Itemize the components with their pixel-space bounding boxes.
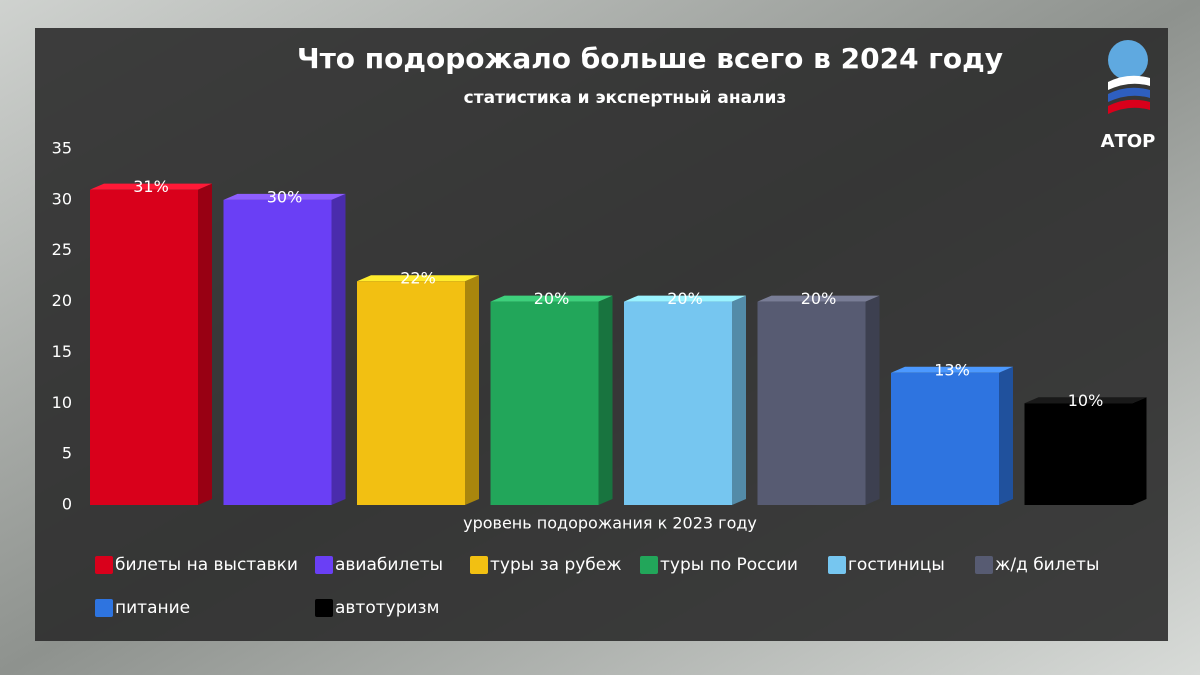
bar-top — [357, 275, 479, 282]
legend-label: туры за рубеж — [490, 555, 622, 575]
logo-globe — [1108, 40, 1148, 80]
bar-top — [624, 295, 746, 302]
y-tick-label: 20 — [52, 291, 72, 310]
bar-side — [198, 183, 212, 505]
value-label: 30% — [267, 187, 303, 206]
bar — [490, 301, 599, 505]
bar — [1024, 403, 1133, 505]
bar — [757, 301, 866, 505]
y-tick-label: 30 — [52, 189, 72, 208]
logo-stripe — [1108, 87, 1150, 102]
bar-side — [732, 295, 746, 505]
logo: АТОР — [1101, 40, 1156, 152]
bar-side — [1132, 397, 1147, 505]
legend-label: питание — [115, 598, 190, 618]
legend-label: ж/д билеты — [995, 555, 1099, 575]
value-label: 20% — [801, 289, 837, 308]
legend-label: билеты на выставки — [115, 555, 298, 575]
chart-title: Что подорожало больше всего в 2024 году — [297, 42, 1003, 75]
legend-swatch — [828, 556, 846, 574]
legend-swatch — [640, 556, 658, 574]
bar-top — [1024, 397, 1147, 404]
logo-stripe — [1108, 99, 1150, 114]
bar — [357, 281, 465, 505]
y-tick-label: 35 — [52, 139, 72, 158]
logo-stripe — [1108, 75, 1150, 90]
legend-label: гостиницы — [848, 555, 945, 575]
bar-top — [90, 183, 212, 190]
bar — [223, 199, 332, 505]
legend-label: авиабилеты — [335, 555, 443, 575]
value-label: 20% — [667, 289, 703, 308]
value-label: 20% — [534, 289, 570, 308]
y-tick-label: 10 — [52, 393, 72, 412]
bar-top — [223, 193, 346, 200]
bar-side — [331, 193, 346, 505]
x-axis-label: уровень подорожания к 2023 году — [463, 514, 757, 533]
y-tick-label: 15 — [52, 342, 72, 361]
value-label: 22% — [400, 269, 436, 288]
y-tick-label: 25 — [52, 240, 72, 259]
bar-side — [999, 366, 1013, 505]
bar-side — [865, 295, 880, 505]
bar — [891, 372, 999, 505]
bar-side — [465, 275, 479, 505]
legend-swatch — [975, 556, 993, 574]
legend-swatch — [470, 556, 488, 574]
y-tick-label: 0 — [62, 495, 72, 514]
legend-label: автотуризм — [335, 598, 439, 618]
legend-swatch — [95, 556, 113, 574]
legend-label: туры по России — [660, 555, 798, 575]
bar-top — [757, 295, 880, 302]
value-label: 13% — [934, 360, 970, 379]
y-tick-label: 5 — [62, 444, 72, 463]
chart-subtitle: статистика и экспертный анализ — [464, 88, 787, 108]
bar-top — [490, 295, 613, 302]
value-label: 31% — [133, 177, 169, 196]
value-label: 10% — [1068, 391, 1104, 410]
logo-text: АТОР — [1101, 131, 1156, 152]
legend-swatch — [315, 599, 333, 617]
legend-swatch — [315, 556, 333, 574]
bar-top — [891, 366, 1013, 373]
bar — [90, 189, 198, 505]
bar — [624, 301, 732, 505]
legend-swatch — [95, 599, 113, 617]
bar-side — [598, 295, 613, 505]
